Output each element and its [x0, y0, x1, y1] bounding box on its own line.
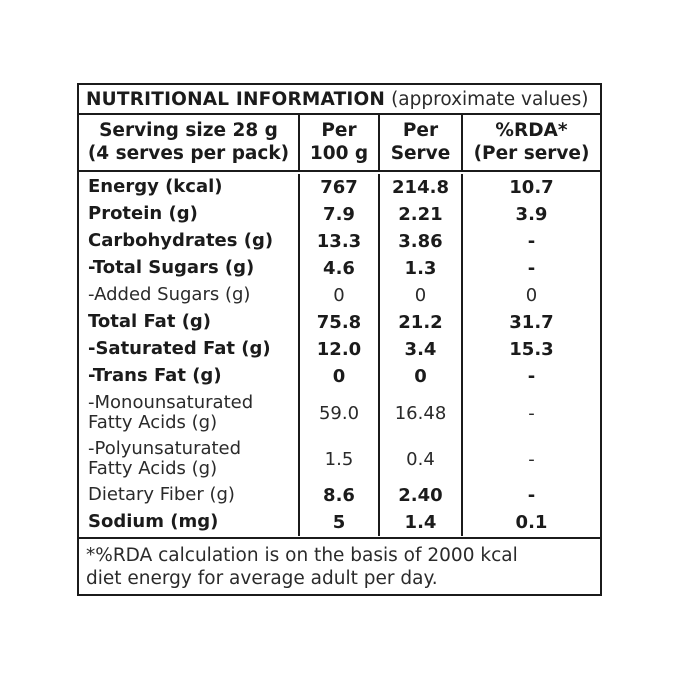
table-subtitle: (approximate values) — [391, 88, 589, 110]
nutrition-table: NUTRITIONAL INFORMATION (approximate val… — [77, 83, 602, 596]
table-row: -Monounsaturated Fatty Acids (g) 59.0 16… — [79, 390, 600, 436]
per-100g-value: 767 — [298, 174, 378, 201]
per-100g-value: 0 — [298, 282, 378, 309]
per-serve-line2: Serve — [390, 142, 451, 164]
table-row: -Added Sugars (g) 0 0 0 — [79, 282, 600, 309]
rda-value: - — [461, 482, 600, 509]
table-title: NUTRITIONAL INFORMATION — [86, 88, 386, 110]
nutrient-label: Total Fat (g) — [88, 311, 212, 333]
column-header-per-100g: Per 100 g — [298, 115, 378, 170]
per-serve-value: 0 — [378, 363, 461, 390]
column-header-rda: %RDA* (Per serve) — [461, 115, 600, 170]
per-100g-value: 7.9 — [298, 201, 378, 228]
rda-value: 0.1 — [461, 509, 600, 536]
rda-value: - — [461, 436, 600, 482]
rda-value: 3.9 — [461, 201, 600, 228]
per-100g-line2: 100 g — [309, 142, 369, 164]
nutrient-label: Sodium (mg) — [88, 511, 219, 533]
column-header-per-serve: Per Serve — [378, 115, 461, 170]
per-100g-value: 8.6 — [298, 482, 378, 509]
serving-size-line2: (4 serves per pack) — [87, 142, 290, 164]
table-row: Sodium (mg) 5 1.4 0.1 — [79, 509, 600, 536]
nutrient-label: -Trans Fat (g) — [88, 365, 222, 387]
nutrient-label: Carbohydrates (g) — [88, 230, 274, 252]
rda-value: 0 — [461, 282, 600, 309]
per-serve-value: 16.48 — [378, 390, 461, 436]
table-row: -Trans Fat (g) 0 0 - — [79, 363, 600, 390]
per-serve-value: 1.4 — [378, 509, 461, 536]
serving-size-line1: Serving size 28 g — [99, 119, 278, 141]
per-serve-value: 1.3 — [378, 255, 461, 282]
nutrient-label: Protein (g) — [88, 203, 198, 225]
rda-line1: %RDA* — [495, 119, 568, 141]
per-serve-value: 2.40 — [378, 482, 461, 509]
rda-value: 31.7 — [461, 309, 600, 336]
column-header-serving-size: Serving size 28 g (4 serves per pack) — [79, 115, 298, 170]
per-serve-value: 0 — [378, 282, 461, 309]
nutrient-label: Dietary Fiber (g) — [88, 484, 235, 506]
per-100g-line1: Per — [321, 119, 357, 141]
table-row: Total Fat (g) 75.8 21.2 31.7 — [79, 309, 600, 336]
per-100g-value: 75.8 — [298, 309, 378, 336]
table-row: -Polyunsaturated Fatty Acids (g) 1.5 0.4… — [79, 436, 600, 482]
nutrient-label: Energy (kcal) — [88, 176, 223, 198]
per-100g-value: 5 — [298, 509, 378, 536]
rda-value: - — [461, 228, 600, 255]
table-row: Carbohydrates (g) 13.3 3.86 - — [79, 228, 600, 255]
per-100g-value: 1.5 — [298, 436, 378, 482]
nutrient-label: -Saturated Fat (g) — [88, 338, 271, 360]
nutrient-label: -Added Sugars (g) — [88, 284, 251, 306]
table-row: Energy (kcal) 767 214.8 10.7 — [79, 174, 600, 201]
nutrient-label: -Polyunsaturated Fatty Acids (g) — [88, 437, 242, 479]
per-100g-value: 12.0 — [298, 336, 378, 363]
rda-value: 10.7 — [461, 174, 600, 201]
nutrient-label: -Monounsaturated Fatty Acids (g) — [88, 391, 254, 433]
footnote: *%RDA calculation is on the basis of 200… — [79, 537, 600, 594]
column-header-row: Serving size 28 g (4 serves per pack) Pe… — [79, 115, 600, 172]
per-100g-value: 0 — [298, 363, 378, 390]
per-serve-value: 214.8 — [378, 174, 461, 201]
per-serve-value: 3.4 — [378, 336, 461, 363]
per-100g-value: 13.3 — [298, 228, 378, 255]
per-serve-value: 3.86 — [378, 228, 461, 255]
table-row: Protein (g) 7.9 2.21 3.9 — [79, 201, 600, 228]
table-row: -Total Sugars (g) 4.6 1.3 - — [79, 255, 600, 282]
rda-value: 15.3 — [461, 336, 600, 363]
nutrient-label: -Total Sugars (g) — [88, 257, 255, 279]
per-100g-value: 4.6 — [298, 255, 378, 282]
rda-value: - — [461, 390, 600, 436]
per-serve-line1: Per — [402, 119, 439, 141]
per-serve-value: 0.4 — [378, 436, 461, 482]
table-row: -Saturated Fat (g) 12.0 3.4 15.3 — [79, 336, 600, 363]
rda-value: - — [461, 363, 600, 390]
table-body: Energy (kcal) 767 214.8 10.7 Protein (g)… — [79, 172, 600, 537]
per-100g-value: 59.0 — [298, 390, 378, 436]
rda-value: - — [461, 255, 600, 282]
per-serve-value: 2.21 — [378, 201, 461, 228]
footnote-line1: *%RDA calculation is on the basis of 200… — [86, 545, 518, 566]
per-serve-value: 21.2 — [378, 309, 461, 336]
table-row: Dietary Fiber (g) 8.6 2.40 - — [79, 482, 600, 509]
table-title-row: NUTRITIONAL INFORMATION (approximate val… — [79, 85, 600, 115]
footnote-line2: diet energy for average adult per day. — [86, 568, 438, 590]
rda-line2: (Per serve) — [473, 142, 590, 164]
